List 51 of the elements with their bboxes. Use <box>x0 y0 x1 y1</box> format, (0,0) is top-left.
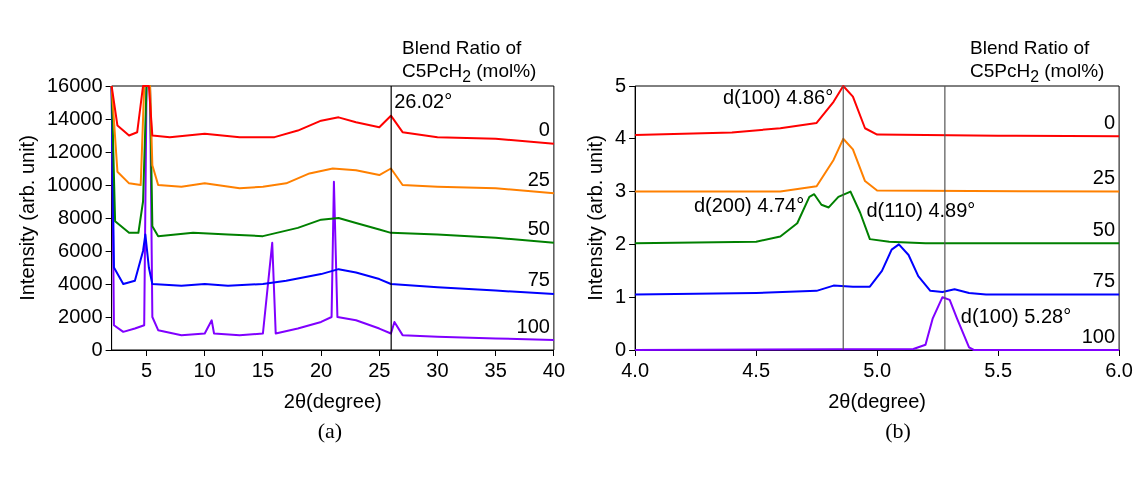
x-tick-label: 20 <box>309 358 333 381</box>
x-axis-title: 2θ(degree) <box>283 389 382 412</box>
legend-title: Blend Ratio of C5PcH$_{2}$ (mol%) <box>970 36 1106 87</box>
series-label: 50 <box>1092 217 1116 240</box>
y-tick-label: 12000 <box>46 139 103 162</box>
x-tick-label: 5 <box>140 358 153 381</box>
annotation: d(110) 4.89° <box>866 199 976 222</box>
x-tick-label: 4.0 <box>621 358 650 381</box>
annotation: d(200) 4.74° <box>693 193 805 216</box>
series-label: 0 <box>1103 110 1116 133</box>
x-axis-title: 2θ(degree) <box>828 389 927 412</box>
x-tick-label: 6.0 <box>1105 358 1133 381</box>
x-tick-label: 30 <box>426 358 449 381</box>
series-label: 75 <box>1092 269 1116 292</box>
series-label: 75 <box>527 268 550 291</box>
ref-line-label: 26.02° <box>394 89 453 112</box>
y-tick-label: 14000 <box>46 106 103 129</box>
y-tick-label: 0 <box>615 337 627 360</box>
x-tick-label: 4.5 <box>742 358 771 381</box>
y-tick-label: 3 <box>615 179 627 202</box>
series-label: 25 <box>527 167 550 190</box>
y-tick-label: 0 <box>91 337 103 360</box>
annotation: d(100) 5.28° <box>960 304 1072 327</box>
x-tick-label: 5.0 <box>863 358 892 381</box>
series-label: 0 <box>538 118 550 141</box>
text: (a) <box>316 418 344 444</box>
y-tick-label: 5 <box>615 73 627 96</box>
x-tick-label: 35 <box>484 358 507 381</box>
x-tick-label: 10 <box>193 358 216 381</box>
series-label: 100 <box>516 314 550 337</box>
x-tick-label: 40 <box>542 358 565 381</box>
y-tick-label: 1 <box>615 284 627 307</box>
y-tick-label: 16000 <box>46 73 103 96</box>
y-tick-label: 6000 <box>58 238 103 261</box>
annotation: d(100) 4.86° <box>722 85 834 108</box>
x-tick-label: 15 <box>251 358 275 381</box>
y-tick-label: 4 <box>615 126 627 149</box>
y-tick-label: 4000 <box>58 271 103 294</box>
y-axis-title: Intensity (arb. unit) <box>15 135 38 301</box>
x-tick-label: 5.5 <box>984 358 1013 381</box>
series-label: 50 <box>527 217 550 240</box>
series-label: 100 <box>1081 324 1116 347</box>
y-tick-label: 8000 <box>58 205 103 228</box>
legend-title: Blend Ratio of C5PcH$_{2}$ (mol%) <box>402 36 538 87</box>
y-tick-label: 2 <box>615 231 627 254</box>
x-tick-label: 25 <box>368 358 391 381</box>
text: (b) <box>884 418 912 444</box>
y-tick-label: 2000 <box>58 304 103 327</box>
y-axis-title: Intensity (arb. unit) <box>583 135 606 301</box>
y-tick-label: 10000 <box>46 172 103 195</box>
series-label: 25 <box>1092 166 1116 189</box>
